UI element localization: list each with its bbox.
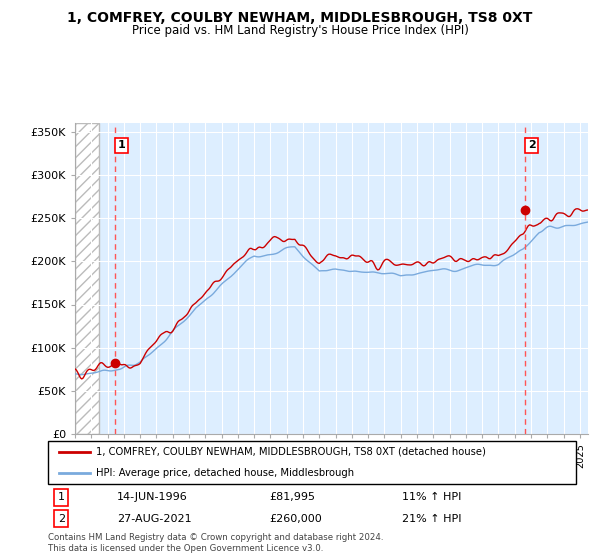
Text: Price paid vs. HM Land Registry's House Price Index (HPI): Price paid vs. HM Land Registry's House … — [131, 24, 469, 36]
Bar — [75, 123, 100, 434]
Text: £260,000: £260,000 — [270, 514, 323, 524]
Text: 2: 2 — [58, 514, 65, 524]
Text: HPI: Average price, detached house, Middlesbrough: HPI: Average price, detached house, Midd… — [95, 469, 353, 478]
Text: 21% ↑ HPI: 21% ↑ HPI — [402, 514, 461, 524]
Text: 1: 1 — [58, 492, 65, 502]
Text: 2: 2 — [528, 141, 536, 151]
Text: 14-JUN-1996: 14-JUN-1996 — [116, 492, 187, 502]
Text: 11% ↑ HPI: 11% ↑ HPI — [402, 492, 461, 502]
Text: £81,995: £81,995 — [270, 492, 316, 502]
Text: Contains HM Land Registry data © Crown copyright and database right 2024.
This d: Contains HM Land Registry data © Crown c… — [48, 533, 383, 553]
Text: 1: 1 — [118, 141, 125, 151]
Text: 1, COMFREY, COULBY NEWHAM, MIDDLESBROUGH, TS8 0XT: 1, COMFREY, COULBY NEWHAM, MIDDLESBROUGH… — [67, 11, 533, 25]
Text: 27-AUG-2021: 27-AUG-2021 — [116, 514, 191, 524]
Text: 1, COMFREY, COULBY NEWHAM, MIDDLESBROUGH, TS8 0XT (detached house): 1, COMFREY, COULBY NEWHAM, MIDDLESBROUGH… — [95, 447, 485, 456]
